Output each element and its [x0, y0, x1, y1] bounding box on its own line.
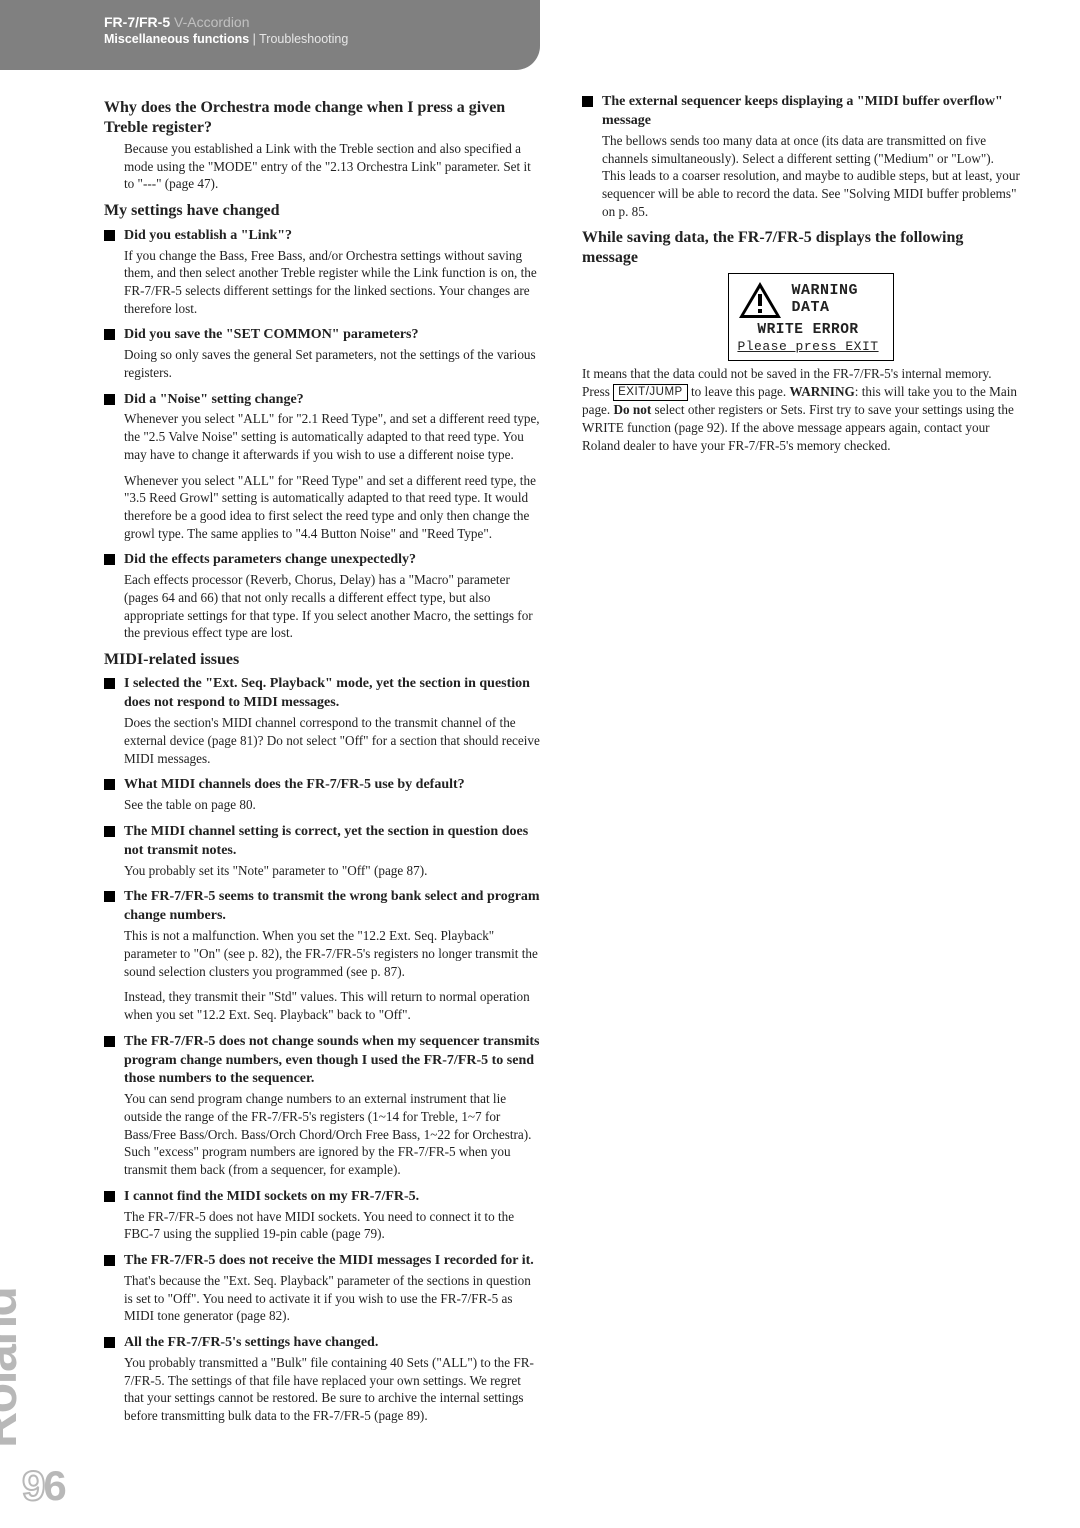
heading-settings: My settings have changed	[104, 201, 542, 221]
p-extseq: Does the section's MIDI channel correspo…	[124, 714, 542, 767]
p-wrongbank: This is not a malfunction. When you set …	[124, 927, 542, 980]
item-effects: Did the effects parameters change unexpe…	[104, 550, 542, 569]
item-setcommon: Did you save the "SET COMMON" parameters…	[104, 325, 542, 344]
p-link: If you change the Bass, Free Bass, and/o…	[124, 247, 542, 318]
warn-line4: Please press EXIT	[737, 339, 878, 354]
q-noreceive: The FR-7/FR-5 does not receive the MIDI …	[124, 1253, 534, 1268]
header-breadcrumb: Miscellaneous functions | Troubleshootin…	[104, 32, 540, 46]
item-overflow: The external sequencer keeps displaying …	[582, 92, 1020, 130]
brand-logo: Roland	[0, 1288, 28, 1448]
item-extseq: I selected the "Ext. Seq. Playback" mode…	[104, 674, 542, 712]
bullet-icon	[104, 891, 115, 902]
bullet-icon	[104, 554, 115, 565]
header-bar: FR-7/FR-5 V-Accordion Miscellaneous func…	[0, 0, 540, 70]
p-nochange: You can send program change numbers to a…	[124, 1090, 542, 1178]
item-noise: Did a "Noise" setting change?	[104, 390, 542, 409]
item-noreceive: The FR-7/FR-5 does not receive the MIDI …	[104, 1251, 542, 1270]
keycap-exitjump: EXIT/JUMP	[613, 384, 688, 401]
p-instead: Instead, they transmit their "Std" value…	[124, 988, 542, 1023]
q-noise: Did a "Noise" setting change?	[124, 392, 304, 407]
header-title: FR-7/FR-5 V-Accordion	[104, 14, 540, 30]
bullet-icon	[104, 329, 115, 340]
warn-line2: DATA	[791, 300, 858, 317]
bullet-icon	[104, 230, 115, 241]
p-effects: Each effects processor (Reverb, Chorus, …	[124, 571, 542, 642]
bullet-icon	[104, 1036, 115, 1047]
item-nochange: The FR-7/FR-5 does not change sounds whe…	[104, 1032, 542, 1089]
bullet-icon	[104, 678, 115, 689]
p-nosockets: The FR-7/FR-5 does not have MIDI sockets…	[124, 1208, 542, 1243]
p-overflow: The bellows sends too many data at once …	[602, 132, 1020, 220]
p-allchanged: You probably transmitted a "Bulk" file c…	[124, 1354, 542, 1425]
heading-saving: While saving data, the FR-7/FR-5 display…	[582, 228, 1020, 267]
p-saving-bold2: Do not	[614, 402, 652, 417]
p-saving-bold: WARNING	[790, 384, 855, 399]
bullet-icon	[104, 394, 115, 405]
warn-line1: WARNING	[791, 283, 858, 300]
p-saving-b: to leave this page.	[688, 384, 790, 399]
warning-box-wrap: WARNING DATA WRITE ERROR Please press EX…	[602, 273, 1020, 361]
p-saving: It means that the data could not be save…	[582, 365, 1020, 454]
bullet-icon	[582, 96, 593, 107]
bullet-icon	[104, 1191, 115, 1202]
bullet-icon	[104, 779, 115, 790]
q-link: Did you establish a "Link"?	[124, 228, 292, 243]
p-defch: See the table on page 80.	[124, 796, 542, 814]
item-nosockets: I cannot find the MIDI sockets on my FR-…	[104, 1187, 542, 1206]
item-wrongbank: The FR-7/FR-5 seems to transmit the wron…	[104, 887, 542, 925]
q-defch: What MIDI channels does the FR-7/FR-5 us…	[124, 777, 465, 792]
warn-line3: WRITE ERROR	[737, 322, 878, 338]
bullet-icon	[104, 1255, 115, 1266]
q-chcorrect: The MIDI channel setting is correct, yet…	[124, 824, 528, 858]
heading-midi: MIDI-related issues	[104, 650, 542, 670]
warning-box: WARNING DATA WRITE ERROR Please press EX…	[728, 273, 893, 361]
q-allchanged: All the FR-7/FR-5's settings have change…	[124, 1335, 378, 1350]
q-overflow: The external sequencer keeps displaying …	[602, 94, 1003, 128]
q-setcommon: Did you save the "SET COMMON" parameters…	[124, 327, 419, 342]
item-defch: What MIDI channels does the FR-7/FR-5 us…	[104, 775, 542, 794]
section-bold: Miscellaneous functions	[104, 32, 249, 46]
content-columns: Why does the Orchestra mode change when …	[104, 92, 1020, 1458]
heading-orchestra: Why does the Orchestra mode change when …	[104, 98, 542, 137]
page-number: 96	[22, 1462, 65, 1510]
para-orchestra: Because you established a Link with the …	[124, 140, 542, 193]
bullet-icon	[104, 826, 115, 837]
p-chcorrect: You probably set its "Note" parameter to…	[124, 862, 542, 880]
q-effects: Did the effects parameters change unexpe…	[124, 552, 416, 567]
warning-triangle-icon	[737, 280, 783, 320]
item-link: Did you establish a "Link"?	[104, 226, 542, 245]
q-nosockets: I cannot find the MIDI sockets on my FR-…	[124, 1189, 419, 1204]
p-noise2: Whenever you select "ALL" for "Reed Type…	[124, 472, 542, 543]
q-wrongbank: The FR-7/FR-5 seems to transmit the wron…	[124, 889, 540, 923]
p-setcommon: Doing so only saves the general Set para…	[124, 346, 542, 381]
product-sub: V-Accordion	[174, 14, 249, 30]
p-noise1: Whenever you select "ALL" for "2.1 Reed …	[124, 410, 542, 463]
q-extseq: I selected the "Ext. Seq. Playback" mode…	[124, 676, 530, 710]
item-allchanged: All the FR-7/FR-5's settings have change…	[104, 1333, 542, 1352]
q-nochange: The FR-7/FR-5 does not change sounds whe…	[124, 1034, 539, 1087]
product-name: FR-7/FR-5	[104, 14, 170, 30]
p-noreceive: That's because the "Ext. Seq. Playback" …	[124, 1272, 542, 1325]
item-chcorrect: The MIDI channel setting is correct, yet…	[104, 822, 542, 860]
bullet-icon	[104, 1337, 115, 1348]
section-rest: | Troubleshooting	[249, 32, 348, 46]
